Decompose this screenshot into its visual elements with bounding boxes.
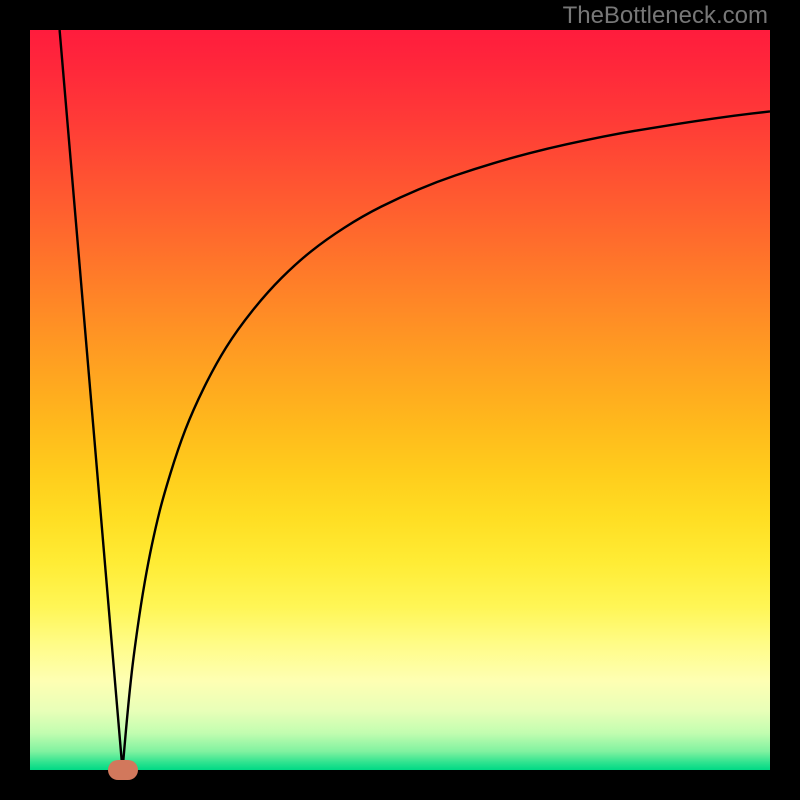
bottleneck-curve: [30, 30, 770, 770]
chart-container: TheBottleneck.com: [0, 0, 800, 800]
optimum-marker: [108, 760, 138, 780]
watermark-text: TheBottleneck.com: [563, 2, 768, 30]
plot-area: [30, 30, 770, 770]
